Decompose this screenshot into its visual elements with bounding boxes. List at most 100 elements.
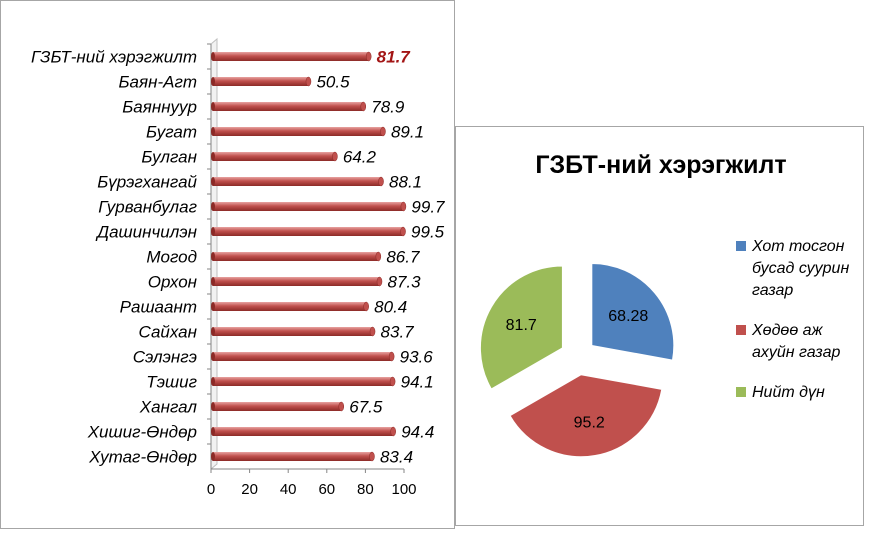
bar xyxy=(211,201,407,212)
pie-slice xyxy=(509,374,663,458)
category-label: Хутаг-Өндөр xyxy=(88,448,197,467)
category-label: Бүрэгхангай xyxy=(97,173,197,192)
bar-body xyxy=(213,302,367,311)
bar-base-cap xyxy=(211,352,215,361)
pie-chart: ГЗБТ-ний хэрэгжилт 68.28 95.2 81.7 Хот тосг… xyxy=(479,151,849,458)
category-label: Могод xyxy=(146,248,197,267)
slice-value-label: 95.2 xyxy=(574,415,605,432)
category-label: Рашаант xyxy=(120,298,197,317)
legend-label: Хот тосгон xyxy=(751,238,845,255)
category-label: Сайхан xyxy=(139,323,198,342)
category-label: Орхон xyxy=(148,273,198,292)
value-label: 94.4 xyxy=(401,423,434,442)
bar-chart: 0 20 40 60 80 100 ГЗБТ-ний хэрэгжилт 81.7 Баян-А… xyxy=(31,37,445,498)
x-tick-label: 0 xyxy=(207,481,215,498)
bar-base-cap xyxy=(211,427,215,436)
bar-body xyxy=(213,52,369,61)
category-label: Баян-Агт xyxy=(118,73,197,92)
bar-end-cap xyxy=(363,301,369,312)
bar-end-cap xyxy=(380,126,386,137)
bar-end-cap xyxy=(378,176,384,187)
bar-end-cap xyxy=(338,401,345,412)
legend-label: бусад суурин xyxy=(752,260,849,277)
category-label: ГЗБТ-ний хэрэгжилт xyxy=(31,48,197,67)
value-label: 99.7 xyxy=(411,198,445,217)
bar-body xyxy=(213,102,364,111)
bar xyxy=(211,126,386,137)
category-label: Булган xyxy=(141,148,197,167)
bar-body xyxy=(213,427,394,436)
value-label: 67.5 xyxy=(349,398,383,417)
bar-body xyxy=(213,227,404,236)
bar-base-cap xyxy=(211,302,215,311)
bar-base-cap xyxy=(211,52,215,61)
bar-base-cap xyxy=(211,277,215,286)
category-label: Хишиг-Өндөр xyxy=(87,423,197,442)
bar-end-cap xyxy=(360,101,367,112)
legend-swatch xyxy=(736,387,746,397)
bar-base-cap xyxy=(211,177,215,186)
bar-end-cap xyxy=(375,251,382,262)
bar-base-cap xyxy=(211,452,215,461)
bar xyxy=(211,101,367,112)
bar-base-cap xyxy=(211,227,215,236)
pie-slice xyxy=(479,265,563,390)
legend-swatch xyxy=(736,325,746,335)
value-label: 87.3 xyxy=(387,273,421,292)
bar-end-cap xyxy=(400,201,407,212)
bar xyxy=(211,301,369,312)
bar-base-cap xyxy=(211,127,215,136)
bar-body xyxy=(213,77,309,86)
value-label: 50.5 xyxy=(316,73,350,92)
bar-end-cap xyxy=(388,351,395,362)
slice-value-label: 81.7 xyxy=(506,317,537,334)
value-label: 93.6 xyxy=(400,348,434,367)
bar-end-cap xyxy=(390,426,396,437)
bar xyxy=(211,401,345,412)
bar-end-cap xyxy=(365,51,372,62)
bar-base-cap xyxy=(211,252,215,261)
value-label: 88.1 xyxy=(389,173,422,192)
bar-base-cap xyxy=(211,152,215,161)
bar-body xyxy=(213,327,373,336)
bar xyxy=(211,151,338,162)
legend-label: газар xyxy=(752,282,793,299)
bar-end-cap xyxy=(305,76,312,87)
value-label: 89.1 xyxy=(391,123,424,142)
bar-base-cap xyxy=(211,402,215,411)
bar-base-cap xyxy=(211,327,215,336)
legend-label: Хөдөө аж xyxy=(751,322,824,339)
bar-end-cap xyxy=(376,276,383,287)
pie-slice xyxy=(591,262,675,361)
value-label: 94.1 xyxy=(401,373,434,392)
bar-base-cap xyxy=(211,377,215,386)
x-tick-label: 20 xyxy=(241,481,258,498)
bar-base-cap xyxy=(211,102,215,111)
bar-end-cap xyxy=(332,151,338,162)
bar xyxy=(211,451,375,462)
bar-base-cap xyxy=(211,77,215,86)
x-tick-label: 40 xyxy=(280,481,297,498)
bar-base-cap xyxy=(211,202,215,211)
bar-end-cap xyxy=(369,326,376,337)
value-label: 86.7 xyxy=(386,248,420,267)
value-label: 83.7 xyxy=(381,323,415,342)
bar-chart-panel: 0 20 40 60 80 100 ГЗБТ-ний хэрэгжилт 81.7 Баян-А… xyxy=(0,0,455,529)
bar-end-cap xyxy=(389,376,396,387)
legend-item: Хөдөө аж ахуйн газар xyxy=(736,322,840,361)
x-tick-label: 100 xyxy=(391,481,416,498)
bar-end-cap xyxy=(369,451,375,462)
bar-body xyxy=(213,252,379,261)
value-label: 78.9 xyxy=(371,98,405,117)
value-label: 80.4 xyxy=(374,298,407,317)
category-label: Тэшиг xyxy=(146,373,197,392)
legend-item: Нийт дүн xyxy=(736,384,825,401)
x-tick-label: 60 xyxy=(318,481,335,498)
bar xyxy=(211,226,406,237)
bar-end-cap xyxy=(400,226,406,237)
bar xyxy=(211,76,312,87)
bar-body xyxy=(213,402,342,411)
bar xyxy=(211,251,382,262)
bar xyxy=(211,326,376,337)
bar-body xyxy=(213,377,393,386)
